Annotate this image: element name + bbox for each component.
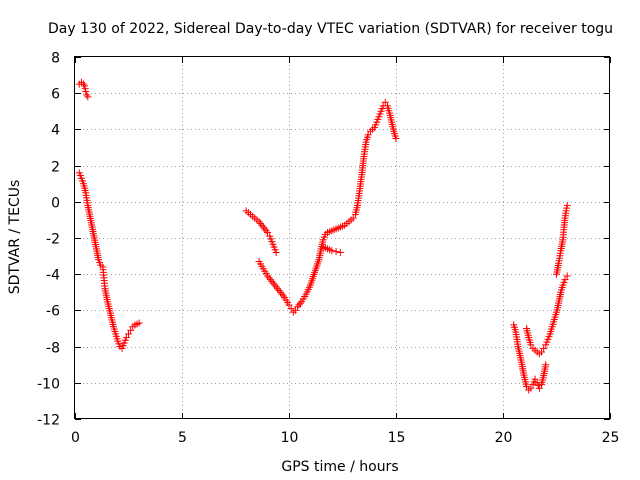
data-point [261,225,269,233]
data-point [269,279,277,287]
data-point [527,384,535,392]
data-point [295,301,303,309]
data-point [538,348,546,356]
data-point [259,223,267,231]
data-point [527,341,535,349]
data-point [279,292,287,300]
x-tick-label: 0 [71,430,80,446]
data-point [542,361,550,369]
data-point [531,375,539,383]
data-point [278,290,286,298]
y-tick-label: -12 [37,413,60,429]
y-tick-label: 2 [51,160,60,176]
data-point [266,276,274,284]
x-tick-label: 5 [178,430,187,446]
plot-frame [74,56,610,419]
y-axis-label: SDTVAR / TECUs [7,180,23,295]
data-point [563,272,571,280]
data-point [561,276,569,284]
data-point [80,80,88,88]
y-tick-label: -4 [46,268,60,284]
data-point [255,218,263,226]
data-point [381,98,389,106]
x-tick-label: 15 [388,430,406,446]
data-point [276,288,284,296]
data-point [135,319,143,327]
y-tick-label: -2 [46,232,60,248]
data-point [125,330,132,338]
data-point [272,248,280,256]
x-axis-label: GPS time / hours [281,459,398,475]
axis-ticks [75,57,611,420]
data-point [256,220,264,228]
data-point [392,134,400,142]
data-point [523,382,531,390]
data-point [122,334,130,342]
data-point [287,305,295,313]
y-tick-label: -6 [46,304,60,320]
x-tick-label: 20 [495,430,513,446]
data-point [285,301,293,309]
grid [75,57,610,419]
tick-labels: 0 5 10 15 20 25 -12 -10 -8 -6 -4 -2 0 2 4 6 8 [37,51,619,447]
data-point [274,285,282,293]
data-point [294,303,302,311]
data-point [332,248,340,256]
data-point [272,283,280,291]
y-tick-label: 4 [51,123,60,139]
y-tick-label: 0 [51,196,60,212]
data-point [264,229,272,237]
data-point [265,274,273,282]
data-point [262,227,270,235]
data-point [563,201,571,209]
data-point [328,247,336,255]
data-point [349,214,357,222]
data-point [296,299,304,307]
chart-title: Day 130 of 2022, Sidereal Day-to-day VTE… [48,21,613,37]
data-point [291,306,299,314]
data-point [535,384,543,392]
data-point [127,326,135,334]
data-point [336,248,344,256]
data-point [82,87,90,95]
data-point [268,277,276,285]
y-tick-label: -10 [37,377,60,393]
data-point [275,286,283,294]
data-point [84,93,92,101]
x-tick-label: 25 [602,430,620,446]
data-point [258,221,266,229]
data-point [271,281,279,289]
data-point [83,91,91,99]
data-point [540,344,548,352]
y-tick-label: -8 [46,341,60,357]
y-tick-label: 8 [51,51,60,67]
data-point [264,272,272,280]
data-point [364,131,372,139]
y-tick-label: 6 [51,87,60,103]
data-points [75,78,571,394]
x-tick-label: 10 [281,430,299,446]
